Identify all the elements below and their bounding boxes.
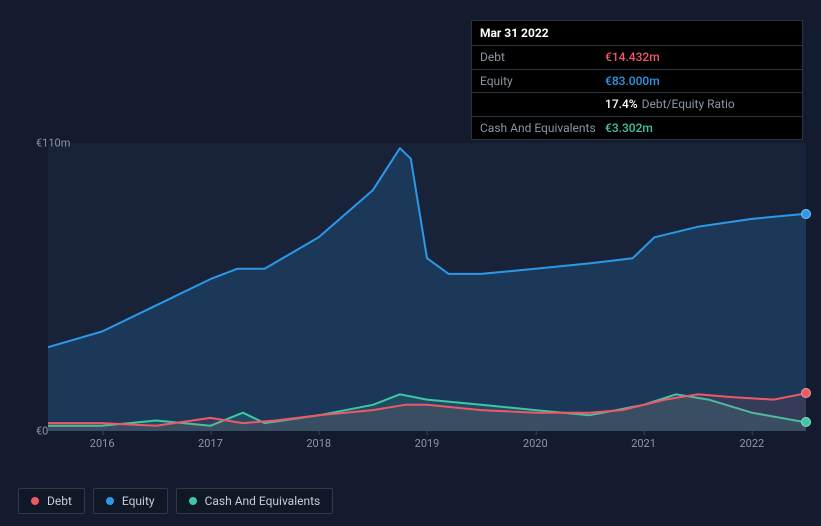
legend-dot-icon	[31, 497, 39, 505]
tooltip-row: Debt€14.432m	[472, 46, 802, 69]
tooltip-row-value: 17.4%	[605, 97, 638, 111]
legend-label: Equity	[122, 494, 155, 508]
x-axis-label: 2016	[90, 437, 115, 450]
x-axis-label: 2020	[523, 437, 548, 450]
legend-dot-icon	[189, 497, 197, 505]
legend-item-debt[interactable]: Debt	[18, 488, 85, 514]
chart-legend: Debt Equity Cash And Equivalents	[18, 488, 333, 514]
x-axis-label: 2021	[631, 437, 656, 450]
tooltip-row-value: €83.000m	[605, 74, 660, 88]
tooltip-date: Mar 31 2022	[472, 21, 802, 46]
y-axis-label: €0	[36, 425, 46, 438]
tooltip-row-value: €14.432m	[605, 50, 660, 64]
series-end-dot	[801, 417, 811, 427]
legend-label: Cash And Equivalents	[205, 494, 321, 508]
x-axis: 2016 2017 2018 2019 2020 2021 2022	[48, 431, 806, 451]
tooltip-row: 17.4% Debt/Equity Ratio	[472, 93, 802, 116]
legend-item-cash-and-equivalents[interactable]: Cash And Equivalents	[176, 488, 334, 514]
tooltip-row-label: Equity	[480, 74, 605, 88]
y-axis-label: €110m	[36, 137, 46, 150]
chart-svg	[48, 143, 806, 431]
tooltip-row-label: Debt	[480, 50, 605, 64]
debt-equity-chart: 2016 2017 2018 2019 2020 2021 2022 €110m €0	[16, 125, 806, 475]
legend-label: Debt	[47, 494, 72, 508]
tooltip-row-sublabel: Debt/Equity Ratio	[642, 97, 735, 111]
x-axis-label: 2018	[306, 437, 331, 450]
tooltip-row-label	[480, 97, 605, 111]
series-end-dot	[801, 209, 811, 219]
x-axis-label: 2017	[198, 437, 223, 450]
legend-item-equity[interactable]: Equity	[93, 488, 168, 514]
tooltip-row: Equity€83.000m	[472, 70, 802, 93]
x-axis-label: 2019	[415, 437, 440, 450]
chart-plot-area[interactable]: 2016201720182019202020212022	[48, 143, 806, 431]
x-axis-label: 2022	[739, 437, 764, 450]
legend-dot-icon	[106, 497, 114, 505]
series-end-dot	[801, 388, 811, 398]
chart-tooltip: Mar 31 2022 Debt€14.432mEquity€83.000m17…	[471, 20, 803, 140]
